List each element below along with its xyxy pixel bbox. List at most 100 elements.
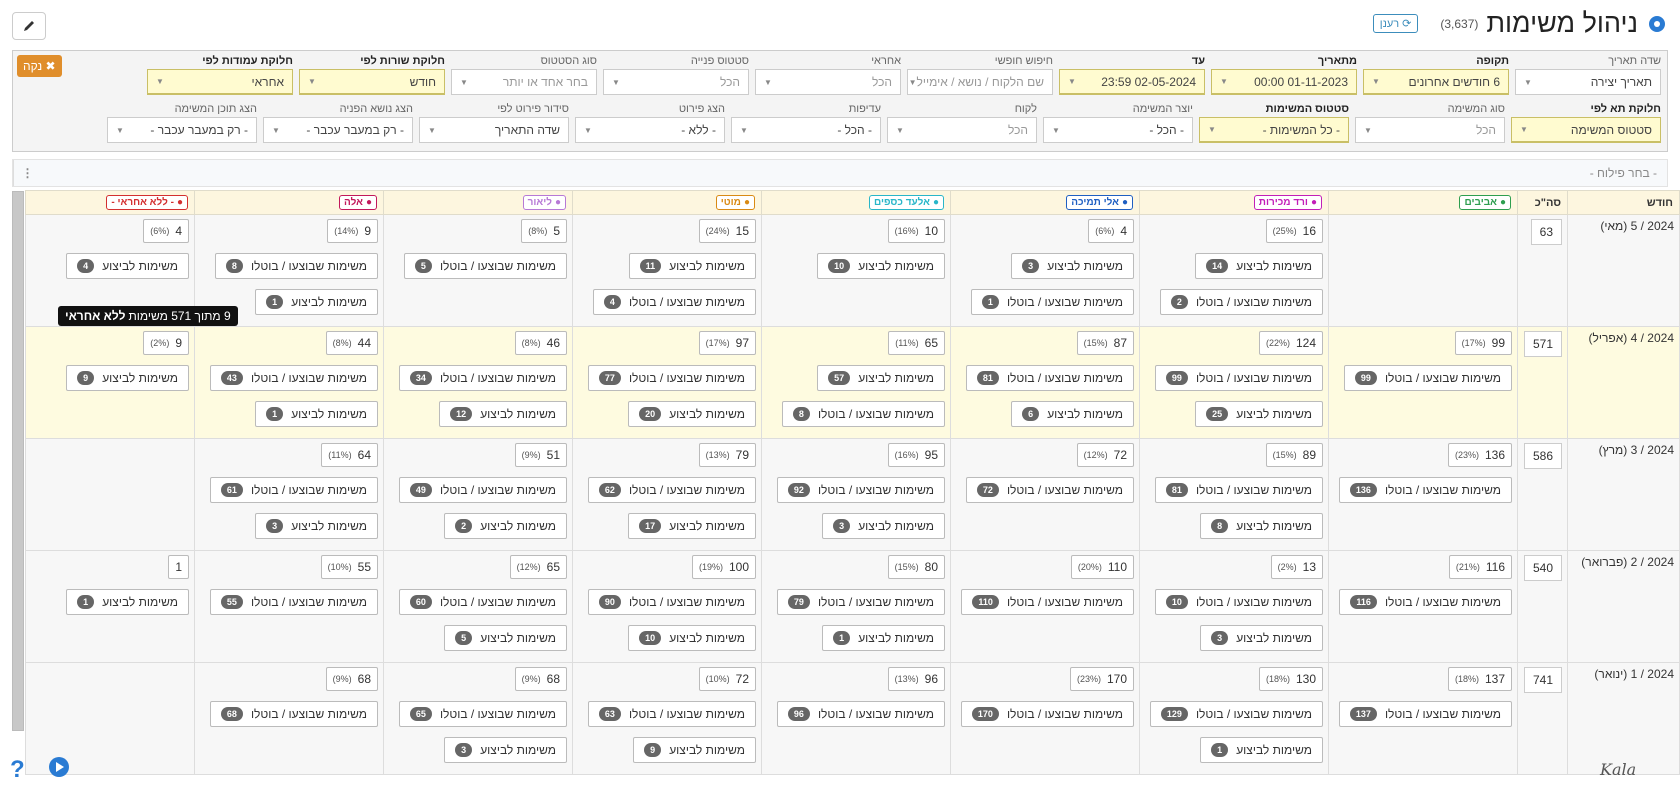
- cell-summary[interactable]: 87 (15%): [1076, 331, 1134, 355]
- filter-input[interactable]: הכל ▼: [755, 69, 901, 95]
- cell-summary[interactable]: 9 (2%): [143, 331, 189, 355]
- status-item[interactable]: משימות לביצוע 1: [255, 289, 378, 315]
- status-item[interactable]: משימות לביצוע 3: [1011, 253, 1134, 279]
- filter-input[interactable]: - הכל - ▼: [731, 117, 881, 143]
- cell-summary[interactable]: 46 (8%): [514, 331, 567, 355]
- status-item[interactable]: משימות לביצוע 3: [255, 513, 378, 539]
- filter-input[interactable]: - ללא - ▼: [575, 117, 725, 143]
- scrollbar[interactable]: [12, 191, 24, 731]
- filter-input[interactable]: - כל המשימות - ▼: [1199, 117, 1349, 143]
- status-item[interactable]: משימות שבוצעו / בוטלו 99: [1154, 365, 1323, 391]
- cell-summary[interactable]: 13 (2%): [1270, 555, 1323, 579]
- status-item[interactable]: משימות שבוצעו / בוטלו 92: [776, 477, 945, 503]
- status-item[interactable]: משימות שבוצעו / בוטלו 77: [587, 365, 756, 391]
- status-item[interactable]: משימות לביצוע 1: [1200, 737, 1323, 763]
- status-item[interactable]: משימות לביצוע 4: [66, 253, 189, 279]
- status-item[interactable]: משימות שבוצעו / בוטלו 72: [965, 477, 1134, 503]
- filter-input[interactable]: סטטוס המשימה ▼: [1511, 117, 1661, 143]
- cell-summary[interactable]: 65 (11%): [888, 331, 945, 355]
- status-item[interactable]: משימות שבוצעו / בוטלו 2: [1159, 289, 1323, 315]
- status-item[interactable]: משימות שבוצעו / בוטלו 129: [1149, 701, 1323, 727]
- status-item[interactable]: משימות שבוצעו / בוטלו 62: [587, 477, 756, 503]
- status-item[interactable]: משימות שבוצעו / בוטלו 81: [1154, 477, 1323, 503]
- menu-button[interactable]: ⋮: [13, 160, 41, 186]
- edit-button[interactable]: [12, 12, 46, 40]
- cell-summary[interactable]: 80 (15%): [887, 555, 945, 579]
- status-item[interactable]: משימות לביצוע 57: [817, 365, 945, 391]
- filter-input[interactable]: הכל ▼: [887, 117, 1037, 143]
- status-item[interactable]: משימות שבוצעו / בוטלו 61: [209, 477, 378, 503]
- status-item[interactable]: משימות שבוצעו / בוטלו 116: [1339, 589, 1512, 615]
- status-item[interactable]: משימות לביצוע 25: [1195, 401, 1323, 427]
- cell-summary[interactable]: 136 (23%): [1447, 443, 1512, 467]
- filter-input[interactable]: הכל ▼: [603, 69, 749, 95]
- status-item[interactable]: משימות שבוצעו / בוטלו 34: [398, 365, 567, 391]
- status-item[interactable]: משימות שבוצעו / בוטלו 136: [1338, 477, 1512, 503]
- cell-summary[interactable]: 89 (15%): [1265, 443, 1323, 467]
- status-item[interactable]: משימות לביצוע 1: [822, 625, 945, 651]
- status-item[interactable]: משימות לביצוע 20: [628, 401, 756, 427]
- cell-summary[interactable]: 96 (13%): [887, 667, 945, 691]
- cell-summary[interactable]: 51 (9%): [514, 443, 567, 467]
- cell-summary[interactable]: 68 (9%): [514, 667, 567, 691]
- cell-summary[interactable]: 4 (6%): [1088, 219, 1134, 243]
- cell-summary[interactable]: 64 (11%): [321, 443, 378, 467]
- status-item[interactable]: משימות שבוצעו / בוטלו 81: [965, 365, 1134, 391]
- status-item[interactable]: משימות שבוצעו / בוטלו 55: [209, 589, 378, 615]
- status-item[interactable]: משימות לביצוע 2: [444, 513, 567, 539]
- filter-input[interactable]: בחר אחד או יותר ▼: [451, 69, 597, 95]
- cell-summary[interactable]: 79 (13%): [698, 443, 756, 467]
- cell-summary[interactable]: 97 (17%): [698, 331, 756, 355]
- status-item[interactable]: משימות לביצוע 3: [822, 513, 945, 539]
- status-item[interactable]: משימות שבוצעו / בוטלו 10: [1154, 589, 1323, 615]
- status-item[interactable]: משימות שבוצעו / בוטלו 1: [970, 289, 1134, 315]
- status-item[interactable]: משימות לביצוע 3: [444, 737, 567, 763]
- cell-summary[interactable]: 124 (22%): [1258, 331, 1323, 355]
- clear-button[interactable]: ✖ נקה: [17, 55, 62, 77]
- cell-summary[interactable]: 9 (14%): [327, 219, 378, 243]
- filter-input[interactable]: תאריך יצירה ▼: [1515, 69, 1661, 95]
- status-item[interactable]: משימות שבוצעו / בוטלו 8: [214, 253, 378, 279]
- cell-summary[interactable]: 10 (16%): [887, 219, 945, 243]
- status-item[interactable]: משימות לביצוע 6: [1011, 401, 1134, 427]
- filter-input[interactable]: 01-11-2023 00:00 ▼: [1211, 69, 1357, 95]
- status-item[interactable]: משימות לביצוע 9: [633, 737, 756, 763]
- status-item[interactable]: משימות שבוצעו / בוטלו 137: [1338, 701, 1512, 727]
- play-button[interactable]: [48, 756, 70, 778]
- cell-summary[interactable]: 95 (16%): [887, 443, 945, 467]
- status-item[interactable]: משימות לביצוע 8: [1200, 513, 1323, 539]
- help-button[interactable]: ?: [10, 756, 25, 783]
- status-item[interactable]: משימות שבוצעו / בוטלו 96: [776, 701, 945, 727]
- cell-summary[interactable]: 15 (24%): [698, 219, 756, 243]
- cell-summary[interactable]: 170 (23%): [1069, 667, 1134, 691]
- status-item[interactable]: משימות שבוצעו / בוטלו 5: [403, 253, 567, 279]
- status-item[interactable]: משימות לביצוע 10: [817, 253, 945, 279]
- cell-summary[interactable]: 4 (6%): [143, 219, 189, 243]
- status-item[interactable]: משימות לביצוע 11: [628, 253, 756, 279]
- filter-input[interactable]: - הכל - ▼: [1043, 117, 1193, 143]
- filter-input[interactable]: 02-05-2024 23:59 ▼: [1059, 69, 1205, 95]
- status-item[interactable]: משימות שבוצעו / בוטלו 79: [776, 589, 945, 615]
- cell-summary[interactable]: 65 (12%): [509, 555, 567, 579]
- status-item[interactable]: משימות שבוצעו / בוטלו 110: [961, 589, 1134, 615]
- status-item[interactable]: משימות לביצוע 12: [439, 401, 567, 427]
- cell-summary[interactable]: 116 (21%): [1448, 555, 1512, 579]
- status-item[interactable]: משימות לביצוע 9: [66, 365, 189, 391]
- filter-input[interactable]: - רק במעבר עכבר - ▼: [107, 117, 257, 143]
- status-item[interactable]: משימות שבוצעו / בוטלו 99: [1343, 365, 1512, 391]
- cell-summary[interactable]: 72 (10%): [698, 667, 756, 691]
- filter-input[interactable]: הכל ▼: [1355, 117, 1505, 143]
- status-item[interactable]: משימות שבוצעו / בוטלו 170: [960, 701, 1134, 727]
- cell-summary[interactable]: 137 (18%): [1447, 667, 1512, 691]
- segment-bar[interactable]: - בחר פילוח - ⋮: [12, 159, 1668, 187]
- status-item[interactable]: משימות שבוצעו / בוטלו 90: [587, 589, 756, 615]
- status-item[interactable]: משימות שבוצעו / בוטלו 65: [398, 701, 567, 727]
- status-item[interactable]: משימות שבוצעו / בוטלו 63: [587, 701, 756, 727]
- cell-summary[interactable]: 55 (10%): [320, 555, 378, 579]
- status-item[interactable]: משימות שבוצעו / בוטלו 60: [398, 589, 567, 615]
- cell-summary[interactable]: 110 (20%): [1070, 555, 1134, 579]
- cell-summary[interactable]: 16 (25%): [1265, 219, 1323, 243]
- filter-input[interactable]: שם הלקוח / נושא / אימייל ▼: [907, 69, 1053, 95]
- cell-summary[interactable]: 130 (18%): [1258, 667, 1323, 691]
- status-item[interactable]: משימות שבוצעו / בוטלו 43: [209, 365, 378, 391]
